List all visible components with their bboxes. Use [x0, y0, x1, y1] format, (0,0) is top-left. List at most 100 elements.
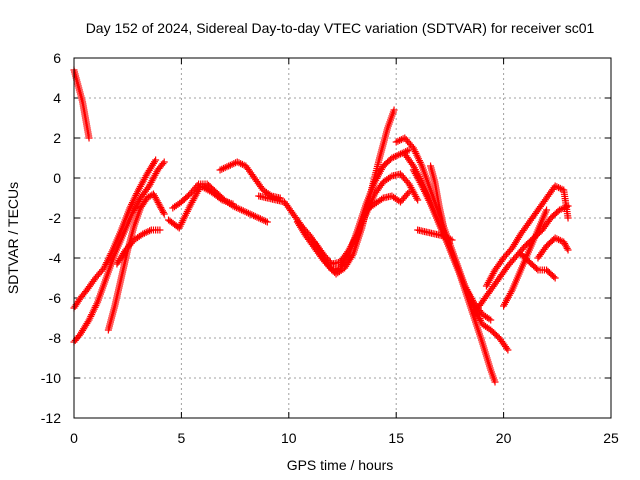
data-point: [485, 315, 493, 323]
data-point: [246, 210, 254, 218]
data-point: [564, 246, 572, 254]
y-tick-label: -6: [49, 290, 62, 306]
data-point: [241, 208, 249, 216]
x-tick-label: 25: [603, 430, 619, 446]
data-point: [562, 243, 570, 251]
data-point: [157, 204, 165, 212]
data-point: [378, 195, 386, 203]
data-point: [504, 346, 512, 354]
data-point: [263, 218, 271, 226]
series-arc-7: [169, 180, 271, 226]
data-point: [152, 156, 160, 164]
data-point: [225, 162, 233, 170]
data-point: [556, 236, 564, 244]
series-arc-17: [427, 162, 447, 230]
x-axis: 0 5 10 15 20 25: [70, 58, 619, 446]
data-point: [441, 233, 449, 241]
data-point: [144, 228, 152, 236]
data-point: [255, 214, 263, 222]
data-point: [326, 258, 334, 266]
data-point: [251, 212, 259, 220]
data-point: [159, 208, 167, 216]
series-arc-1: [70, 66, 93, 142]
data-point: [392, 138, 400, 146]
data-point: [551, 182, 559, 190]
data-point: [560, 238, 568, 246]
data-point: [564, 214, 572, 222]
data-point: [237, 160, 245, 168]
data-point: [550, 273, 558, 281]
data-point: [193, 182, 201, 190]
x-tick-label: 10: [281, 430, 297, 446]
y-tick-label: -12: [41, 410, 61, 426]
data-point: [228, 160, 236, 168]
data-point: [220, 164, 228, 172]
data-point: [503, 344, 511, 352]
y-tick-label: -4: [49, 250, 62, 266]
data-point: [236, 205, 244, 213]
data-point: [443, 234, 451, 242]
x-tick-label: 0: [70, 430, 78, 446]
data-point: [139, 230, 147, 238]
data-point: [553, 235, 561, 243]
data-point: [231, 203, 239, 211]
data-point: [244, 209, 252, 217]
series-arc-19: [482, 182, 572, 290]
data-point: [218, 165, 226, 173]
data-point: [85, 134, 93, 142]
data-point: [260, 216, 268, 224]
series-arc-5: [113, 226, 164, 268]
data-point: [445, 234, 453, 242]
series-arc-21: [517, 250, 559, 282]
data-point: [235, 159, 243, 167]
data-point: [253, 213, 261, 221]
series-arc-11: [311, 170, 422, 268]
data-point: [556, 184, 564, 192]
series-arc-16: [414, 226, 456, 244]
data-point: [243, 208, 251, 216]
data-point: [561, 241, 569, 249]
data-point: [238, 206, 246, 214]
data-point: [223, 163, 231, 171]
x-tick-label: 15: [388, 430, 404, 446]
series-arc-15: [409, 166, 495, 324]
series-arc-3: [70, 158, 168, 346]
data-point: [391, 152, 399, 160]
y-tick-label: -10: [41, 370, 61, 386]
data-point: [491, 378, 499, 386]
data-point: [563, 244, 571, 252]
data-point: [388, 154, 396, 162]
y-axis-label: SDTVAR / TECUs: [5, 182, 21, 294]
data-point: [156, 226, 164, 234]
data-point: [559, 204, 567, 212]
y-tick-label: -8: [49, 330, 62, 346]
chart-title: Day 152 of 2024, Sidereal Day-to-day VTE…: [86, 20, 595, 36]
series-arc-22: [534, 234, 572, 262]
data-point: [160, 210, 168, 218]
data-point: [439, 222, 447, 230]
y-axis: -12 -10 -8 -6 -4 -2 0 2 4 6: [41, 50, 611, 426]
data-point: [394, 137, 402, 145]
data-point: [221, 164, 229, 172]
data-point: [399, 135, 407, 143]
data-point: [561, 240, 569, 248]
data-point: [396, 136, 404, 144]
data-point: [140, 229, 148, 237]
data-point: [234, 204, 242, 212]
grid: [74, 58, 611, 418]
data-point: [142, 228, 150, 236]
data-point: [232, 204, 240, 212]
data-point: [248, 211, 256, 219]
data-point: [250, 212, 258, 220]
plot-frame: [73, 57, 612, 419]
data-point: [262, 217, 270, 225]
x-tick-label: 20: [496, 430, 512, 446]
data-point: [487, 316, 495, 324]
series-arc-20: [500, 206, 551, 310]
data-point: [390, 153, 398, 161]
x-tick-label: 5: [178, 430, 186, 446]
data-point: [543, 206, 551, 214]
data-point: [326, 264, 334, 272]
